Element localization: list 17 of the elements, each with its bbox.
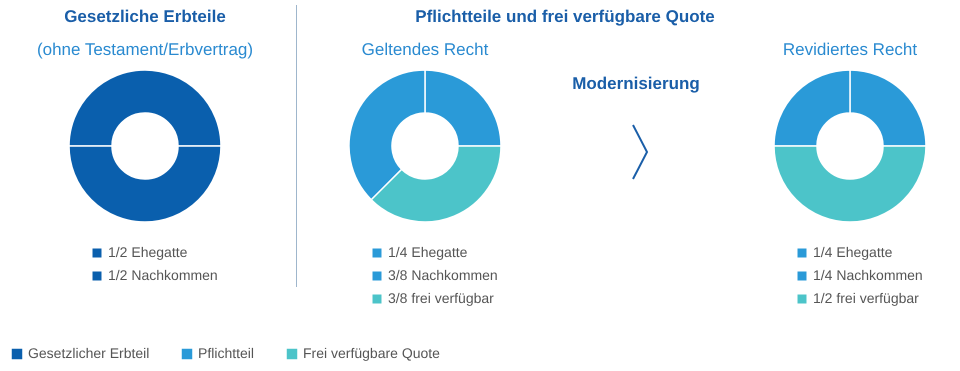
chart-title: Gesetzliche Erbteile [63,7,227,27]
legend-label: 1/2 Nachkommen [108,267,218,283]
legend-label: 1/4 Nachkommen [813,267,923,283]
legend-label: 1/2 frei verfügbar [813,290,920,306]
chart-subtitle: (ohne Testament/Erbvertrag) [36,40,254,60]
chart-subtitle: Revidiertes Recht [782,40,918,60]
text: Pflichtteile und frei verfügbare Quote [414,7,716,27]
legend-label: 1/4 Ehegatte [388,244,468,260]
legend-label: 3/8 frei verfügbar [388,290,494,306]
category-label: Gesetzlicher Erbteil [28,345,150,361]
legend-label: 1/4 Ehegatte [813,244,893,260]
text: Modernisierung [571,74,701,94]
category-label: Pflichtteil [198,345,254,361]
chart-subtitle: Geltendes Recht [360,40,490,60]
legend-label: 1/2 Ehegatte [108,244,188,260]
legend-label: 3/8 Nachkommen [388,267,498,283]
category-label: Frei verfügbare Quote [303,345,440,361]
